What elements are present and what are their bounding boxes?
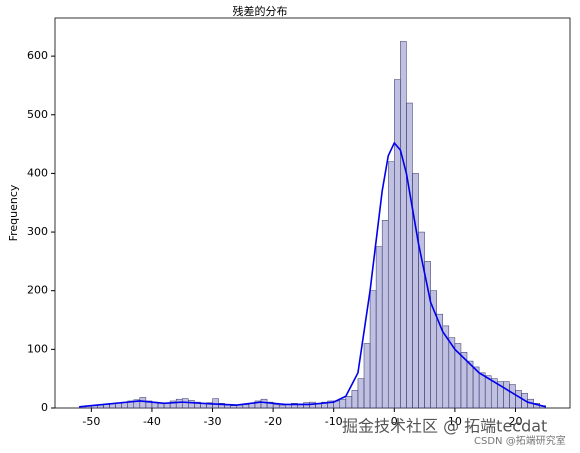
bar bbox=[260, 398, 268, 409]
bar bbox=[363, 343, 371, 409]
bar bbox=[175, 398, 183, 409]
bar bbox=[357, 378, 365, 409]
x-tick-label: -40 bbox=[143, 415, 161, 428]
bar bbox=[345, 396, 353, 409]
y-tick-label: 600 bbox=[27, 49, 48, 62]
bar bbox=[515, 390, 522, 409]
bar bbox=[509, 384, 516, 409]
bar bbox=[188, 400, 195, 409]
bar bbox=[387, 161, 395, 409]
bar bbox=[472, 366, 480, 409]
bar bbox=[278, 404, 286, 409]
bar bbox=[230, 405, 238, 409]
bar bbox=[478, 372, 486, 409]
y-tick-label: 0 bbox=[41, 401, 48, 414]
x-tick-label: 20 bbox=[508, 415, 522, 428]
bar bbox=[394, 79, 401, 409]
bar bbox=[369, 290, 377, 409]
bar bbox=[181, 398, 189, 409]
y-tick-label: 500 bbox=[27, 108, 48, 121]
y-tick-label: 100 bbox=[27, 342, 48, 355]
x-tick-label: -50 bbox=[82, 415, 100, 428]
y-tick-label: 200 bbox=[27, 284, 48, 297]
y-tick-label: 300 bbox=[27, 225, 48, 238]
bar bbox=[381, 220, 389, 409]
bar bbox=[375, 246, 383, 409]
x-tick-label: 0 bbox=[391, 415, 398, 428]
x-tick-label: -10 bbox=[325, 415, 343, 428]
watermark: CSDN @拓端研究室 bbox=[474, 434, 566, 447]
plot-frame bbox=[54, 17, 571, 409]
bar bbox=[466, 360, 474, 409]
y-tick-label: 400 bbox=[27, 166, 48, 179]
bar bbox=[303, 402, 310, 409]
bar bbox=[400, 41, 407, 409]
bar bbox=[351, 390, 359, 409]
x-tick-label: -30 bbox=[204, 415, 222, 428]
bar bbox=[272, 404, 280, 409]
bar bbox=[424, 261, 431, 409]
x-tick-label: -20 bbox=[264, 415, 282, 428]
bar bbox=[339, 398, 347, 409]
bar bbox=[412, 173, 419, 409]
bar bbox=[139, 397, 147, 409]
bar bbox=[503, 381, 510, 409]
watermark: 掘金技术社区 @ 拓端tecdat bbox=[342, 417, 547, 436]
y-axis-label: Frequency bbox=[7, 184, 20, 241]
kde-line bbox=[79, 141, 546, 408]
bar bbox=[484, 375, 492, 409]
bar bbox=[406, 102, 413, 409]
chart-title: 残差的分布 bbox=[233, 4, 288, 18]
x-tick-label: 10 bbox=[448, 415, 462, 428]
